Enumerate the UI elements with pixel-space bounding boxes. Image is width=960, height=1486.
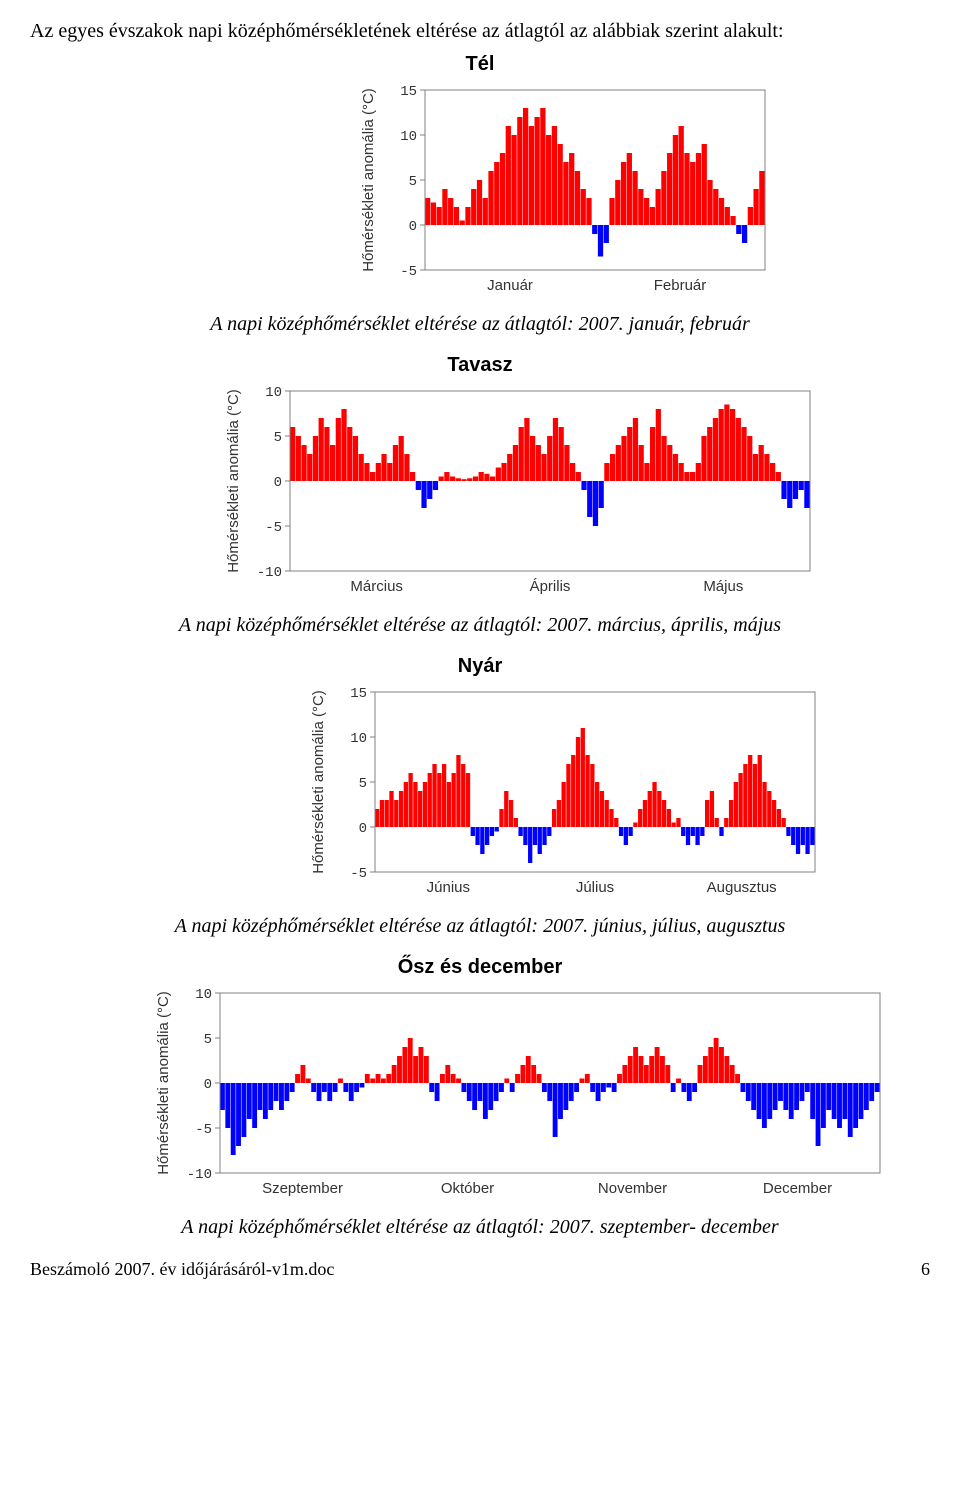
svg-text:-5: -5 — [265, 520, 282, 536]
chart-svg-winter: -5 0 5 10 15 Január Február Hőmérsékleti anomál… — [355, 80, 775, 300]
chart-svg-summer: -5 0 5 10 15 Június Július Augusztus Hőmérséklet… — [305, 682, 825, 902]
svg-text:Hőmérsékleti anomália (°C): Hőmérsékleti anomália (°C) — [225, 389, 242, 573]
chart-summer: Nyár -5 0 5 10 15 Június Július Augusztus Hőmérs… — [30, 655, 930, 907]
chart-autumn: Ősz és december -10 -5 0 5 10 Szeptember Októb… — [30, 956, 930, 1208]
svg-text:-5: -5 — [400, 264, 417, 280]
svg-text:0: 0 — [409, 219, 417, 235]
svg-text:Hőmérsékleti anomália (°C): Hőmérsékleti anomália (°C) — [310, 690, 327, 874]
svg-text:5: 5 — [359, 776, 367, 792]
svg-text:-10: -10 — [187, 1167, 212, 1183]
page-footer: Beszámoló 2007. év időjárásáról-v1m.doc … — [30, 1259, 930, 1280]
svg-text:December: December — [763, 1180, 832, 1197]
svg-text:Szeptember: Szeptember — [262, 1180, 343, 1197]
svg-text:Hőmérsékleti anomália (°C): Hőmérsékleti anomália (°C) — [360, 88, 377, 272]
svg-text:0: 0 — [204, 1077, 212, 1093]
svg-text:Hőmérsékleti anomália (°C): Hőmérsékleti anomália (°C) — [155, 991, 172, 1175]
caption-winter: A napi középhőmérséklet eltérése az átla… — [30, 313, 930, 336]
svg-text:Július: Július — [576, 879, 614, 896]
svg-text:Október: Október — [441, 1180, 494, 1197]
svg-text:15: 15 — [400, 84, 417, 100]
chart-winter: Tél -5 0 5 10 15 Január Február Hőmérsékleti an… — [30, 53, 930, 305]
caption-summer: A napi középhőmérséklet eltérése az átla… — [30, 915, 930, 938]
footer-page-number: 6 — [921, 1259, 930, 1280]
svg-text:15: 15 — [350, 686, 367, 702]
caption-autumn: A napi középhőmérséklet eltérése az átla… — [30, 1216, 930, 1239]
footer-doc-name: Beszámoló 2007. év időjárásáról-v1m.doc — [30, 1259, 334, 1280]
chart-title-spring: Tavasz — [30, 354, 930, 377]
svg-text:5: 5 — [204, 1032, 212, 1048]
svg-text:Február: Február — [654, 277, 707, 294]
svg-text:5: 5 — [274, 430, 282, 446]
svg-text:Március: Március — [350, 578, 403, 595]
svg-text:Május: Május — [703, 578, 743, 595]
svg-text:0: 0 — [274, 475, 282, 491]
svg-text:10: 10 — [195, 987, 212, 1003]
svg-text:-5: -5 — [350, 866, 367, 882]
svg-text:Augusztus: Augusztus — [707, 879, 777, 896]
svg-text:10: 10 — [350, 731, 367, 747]
svg-text:0: 0 — [359, 821, 367, 837]
chart-title-winter: Tél — [30, 53, 930, 76]
chart-title-summer: Nyár — [30, 655, 930, 678]
chart-svg-autumn: -10 -5 0 5 10 Szeptember Október November Decemb… — [150, 983, 890, 1203]
svg-text:Január: Január — [487, 277, 533, 294]
chart-title-autumn: Ősz és december — [30, 956, 930, 979]
svg-text:November: November — [598, 1180, 667, 1197]
svg-text:10: 10 — [265, 385, 282, 401]
svg-text:Június: Június — [427, 879, 470, 896]
svg-text:10: 10 — [400, 129, 417, 145]
svg-text:-10: -10 — [257, 565, 282, 581]
svg-text:-5: -5 — [195, 1122, 212, 1138]
intro-text: Az egyes évszakok napi középhőmérsékleté… — [30, 20, 930, 43]
svg-text:Április: Április — [530, 578, 571, 595]
caption-spring: A napi középhőmérséklet eltérése az átla… — [30, 614, 930, 637]
svg-text:5: 5 — [409, 174, 417, 190]
chart-spring: Tavasz -10 -5 0 5 10 Március Április Május Hőmér… — [30, 354, 930, 606]
chart-svg-spring: -10 -5 0 5 10 Március Április Május Hőmérsékleti… — [220, 381, 820, 601]
